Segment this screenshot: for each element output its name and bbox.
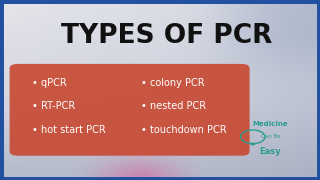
Text: Medicine: Medicine bbox=[252, 121, 288, 127]
FancyBboxPatch shape bbox=[10, 64, 250, 156]
Text: Easy: Easy bbox=[260, 147, 281, 156]
Text: • colony PCR: • colony PCR bbox=[141, 78, 204, 88]
Text: • hot start PCR: • hot start PCR bbox=[32, 125, 106, 135]
Text: TYPES OF PCR: TYPES OF PCR bbox=[61, 23, 272, 49]
Text: Can Be: Can Be bbox=[261, 134, 280, 139]
Text: • qPCR: • qPCR bbox=[32, 78, 67, 88]
Text: • touchdown PCR: • touchdown PCR bbox=[141, 125, 227, 135]
Text: • nested PCR: • nested PCR bbox=[141, 101, 206, 111]
Circle shape bbox=[250, 143, 255, 145]
Text: • RT-PCR: • RT-PCR bbox=[32, 101, 75, 111]
